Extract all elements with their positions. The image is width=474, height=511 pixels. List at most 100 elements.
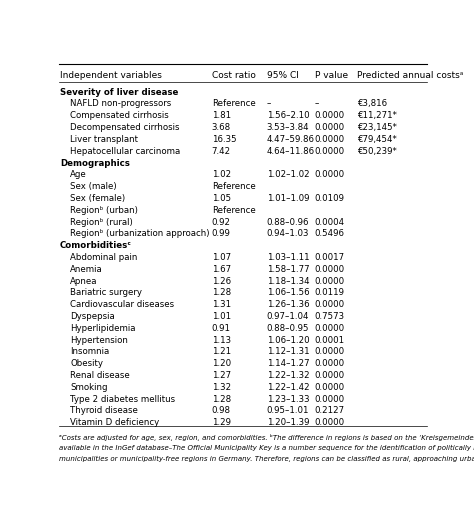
Text: Apnea: Apnea xyxy=(70,276,98,286)
Text: 1.29: 1.29 xyxy=(212,418,231,427)
Text: 1.67: 1.67 xyxy=(212,265,231,274)
Text: Cardiovascular diseases: Cardiovascular diseases xyxy=(70,300,174,309)
Text: 0.0000: 0.0000 xyxy=(315,359,345,368)
Text: Decompensated cirrhosis: Decompensated cirrhosis xyxy=(70,123,180,132)
Text: Regionᵇ (urbanization approach): Regionᵇ (urbanization approach) xyxy=(70,229,210,238)
Text: €50,239*: €50,239* xyxy=(357,147,397,156)
Text: 0.0017: 0.0017 xyxy=(315,253,345,262)
Text: Predicted annual costsᵃ: Predicted annual costsᵃ xyxy=(357,71,463,80)
Text: 1.58–1.77: 1.58–1.77 xyxy=(267,265,310,274)
Text: €23,145*: €23,145* xyxy=(357,123,397,132)
Text: 1.28: 1.28 xyxy=(212,394,231,404)
Text: 1.13: 1.13 xyxy=(212,336,231,344)
Text: ᵃCosts are adjusted for age, sex, region, and comorbidities. ᵇThe difference in : ᵃCosts are adjusted for age, sex, region… xyxy=(59,433,474,441)
Text: 0.0000: 0.0000 xyxy=(315,383,345,392)
Text: 0.0000: 0.0000 xyxy=(315,111,345,120)
Text: Hypertension: Hypertension xyxy=(70,336,128,344)
Text: 1.21: 1.21 xyxy=(212,347,231,356)
Text: 1.22–1.42: 1.22–1.42 xyxy=(267,383,310,392)
Text: Demographics: Demographics xyxy=(60,158,130,168)
Text: 0.5496: 0.5496 xyxy=(315,229,345,238)
Text: 1.02–1.02: 1.02–1.02 xyxy=(267,170,310,179)
Text: 0.0119: 0.0119 xyxy=(315,288,345,297)
Text: 0.88–0.95: 0.88–0.95 xyxy=(267,324,310,333)
Text: 0.0000: 0.0000 xyxy=(315,347,345,356)
Text: 0.0000: 0.0000 xyxy=(315,324,345,333)
Text: 16.35: 16.35 xyxy=(212,135,237,144)
Text: 0.0000: 0.0000 xyxy=(315,265,345,274)
Text: 0.92: 0.92 xyxy=(212,218,231,226)
Text: 0.91: 0.91 xyxy=(212,324,231,333)
Text: Reference: Reference xyxy=(212,182,255,191)
Text: 4.64–11.86: 4.64–11.86 xyxy=(267,147,315,156)
Text: 0.0000: 0.0000 xyxy=(315,123,345,132)
Text: Hepatocellular carcinoma: Hepatocellular carcinoma xyxy=(70,147,181,156)
Text: 1.32: 1.32 xyxy=(212,383,231,392)
Text: 0.0000: 0.0000 xyxy=(315,135,345,144)
Text: Obesity: Obesity xyxy=(70,359,103,368)
Text: Compensated cirrhosis: Compensated cirrhosis xyxy=(70,111,169,120)
Text: 1.07: 1.07 xyxy=(212,253,231,262)
Text: Liver transplant: Liver transplant xyxy=(70,135,138,144)
Text: 0.97–1.04: 0.97–1.04 xyxy=(267,312,310,321)
Text: 1.26: 1.26 xyxy=(212,276,231,286)
Text: 1.06–1.56: 1.06–1.56 xyxy=(267,288,310,297)
Text: 1.03–1.11: 1.03–1.11 xyxy=(267,253,310,262)
Text: Type 2 diabetes mellitus: Type 2 diabetes mellitus xyxy=(70,394,175,404)
Text: 0.0000: 0.0000 xyxy=(315,170,345,179)
Text: 0.0000: 0.0000 xyxy=(315,276,345,286)
Text: Renal disease: Renal disease xyxy=(70,371,130,380)
Text: –: – xyxy=(315,100,319,108)
Text: Hyperlipidemia: Hyperlipidemia xyxy=(70,324,136,333)
Text: Age: Age xyxy=(70,170,87,179)
Text: €3,816: €3,816 xyxy=(357,100,387,108)
Text: 1.12–1.31: 1.12–1.31 xyxy=(267,347,310,356)
Text: 3.53–3.84: 3.53–3.84 xyxy=(267,123,310,132)
Text: Comorbiditiesᶜ: Comorbiditiesᶜ xyxy=(60,241,132,250)
Text: 0.0001: 0.0001 xyxy=(315,336,345,344)
Text: Abdominal pain: Abdominal pain xyxy=(70,253,137,262)
Text: 1.26–1.36: 1.26–1.36 xyxy=(267,300,310,309)
Text: Reference: Reference xyxy=(212,100,255,108)
Text: 1.27: 1.27 xyxy=(212,371,231,380)
Text: Cost ratio: Cost ratio xyxy=(212,71,255,80)
Text: €79,454*: €79,454* xyxy=(357,135,397,144)
Text: Bariatric surgery: Bariatric surgery xyxy=(70,288,142,297)
Text: Independent variables: Independent variables xyxy=(60,71,162,80)
Text: Sex (male): Sex (male) xyxy=(70,182,117,191)
Text: Thyroid disease: Thyroid disease xyxy=(70,406,138,415)
Text: municipalities or municipality-free regions in Germany. Therefore, regions can b: municipalities or municipality-free regi… xyxy=(59,456,474,461)
Text: Severity of liver disease: Severity of liver disease xyxy=(60,88,178,97)
Text: Regionᵇ (rural): Regionᵇ (rural) xyxy=(70,218,133,226)
Text: Reference: Reference xyxy=(212,206,255,215)
Text: 0.0000: 0.0000 xyxy=(315,147,345,156)
Text: Regionᵇ (urban): Regionᵇ (urban) xyxy=(70,206,138,215)
Text: 1.81: 1.81 xyxy=(212,111,231,120)
Text: 1.20–1.39: 1.20–1.39 xyxy=(267,418,310,427)
Text: 1.14–1.27: 1.14–1.27 xyxy=(267,359,310,368)
Text: Sex (female): Sex (female) xyxy=(70,194,126,203)
Text: 4.47–59.86: 4.47–59.86 xyxy=(267,135,315,144)
Text: NAFLD non-progressors: NAFLD non-progressors xyxy=(70,100,172,108)
Text: 0.2127: 0.2127 xyxy=(315,406,345,415)
Text: 1.06–1.20: 1.06–1.20 xyxy=(267,336,310,344)
Text: –: – xyxy=(267,100,271,108)
Text: 1.20: 1.20 xyxy=(212,359,231,368)
Text: 0.7573: 0.7573 xyxy=(315,312,345,321)
Text: 0.94–1.03: 0.94–1.03 xyxy=(267,229,310,238)
Text: 0.0000: 0.0000 xyxy=(315,418,345,427)
Text: 1.23–1.33: 1.23–1.33 xyxy=(267,394,310,404)
Text: 0.0000: 0.0000 xyxy=(315,300,345,309)
Text: Insomnia: Insomnia xyxy=(70,347,109,356)
Text: 1.05: 1.05 xyxy=(212,194,231,203)
Text: 1.56–2.10: 1.56–2.10 xyxy=(267,111,310,120)
Text: 0.0109: 0.0109 xyxy=(315,194,345,203)
Text: P value: P value xyxy=(315,71,348,80)
Text: 0.98: 0.98 xyxy=(212,406,231,415)
Text: Anemia: Anemia xyxy=(70,265,103,274)
Text: available in the InGef database–The Official Municipality Key is a number sequen: available in the InGef database–The Offi… xyxy=(59,445,474,451)
Text: 1.31: 1.31 xyxy=(212,300,231,309)
Text: 0.88–0.96: 0.88–0.96 xyxy=(267,218,310,226)
Text: 0.95–1.01: 0.95–1.01 xyxy=(267,406,310,415)
Text: 0.0004: 0.0004 xyxy=(315,218,345,226)
